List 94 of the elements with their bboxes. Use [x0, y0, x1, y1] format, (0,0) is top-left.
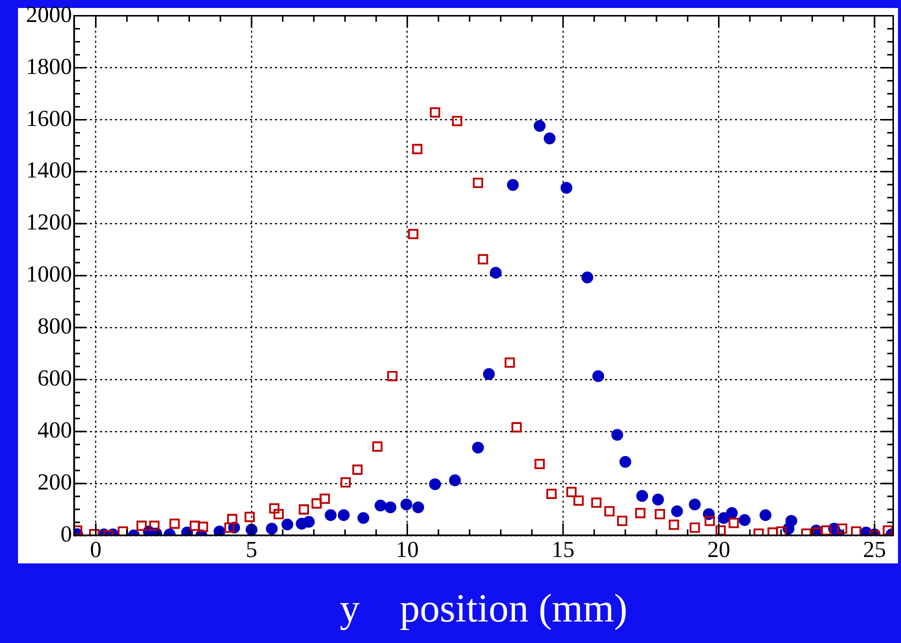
point	[452, 116, 462, 126]
point	[785, 514, 798, 527]
point	[244, 512, 255, 522]
point	[728, 518, 739, 528]
point	[635, 508, 646, 518]
point	[715, 525, 726, 536]
point	[654, 508, 666, 520]
y-tick-label: 1400	[26, 158, 72, 183]
point	[298, 504, 310, 515]
point	[511, 422, 522, 432]
point	[668, 520, 680, 530]
point	[400, 498, 412, 510]
point	[619, 456, 632, 468]
point	[324, 509, 337, 522]
point	[546, 488, 557, 499]
y-tick-label: 200	[38, 469, 72, 494]
x-tick-label: 15	[552, 537, 575, 562]
point	[274, 508, 284, 520]
point	[776, 526, 787, 536]
y-tick-label: 0	[60, 521, 72, 546]
point	[534, 458, 545, 470]
point	[412, 501, 424, 514]
point	[760, 509, 772, 522]
point	[430, 107, 440, 118]
point	[560, 182, 572, 194]
point	[449, 474, 461, 486]
point	[534, 120, 546, 132]
point	[227, 514, 238, 524]
point	[592, 370, 604, 382]
point	[281, 518, 294, 530]
point	[472, 178, 484, 188]
point	[320, 494, 330, 504]
point	[198, 522, 208, 532]
point	[472, 442, 484, 454]
point	[266, 522, 278, 535]
point	[384, 501, 396, 514]
point	[482, 368, 495, 380]
point	[357, 512, 370, 524]
point	[504, 357, 515, 368]
x-tick-label: 20	[707, 537, 730, 562]
point	[671, 505, 683, 518]
point	[636, 490, 648, 502]
point	[429, 478, 441, 490]
point	[340, 477, 351, 488]
y-tick-label: 2000	[26, 2, 72, 27]
point	[882, 525, 894, 536]
point	[652, 494, 664, 506]
x-tick-label: 10	[396, 537, 419, 562]
point	[372, 441, 383, 452]
point	[387, 371, 398, 382]
y-tick-label: 1600	[26, 106, 72, 131]
point	[611, 428, 624, 441]
point	[850, 526, 862, 536]
y-tick-label: 600	[38, 366, 72, 391]
point	[591, 498, 602, 508]
point	[836, 524, 848, 534]
point	[338, 509, 350, 522]
point	[718, 512, 730, 524]
point	[312, 498, 322, 509]
y-tick-label: 1200	[26, 210, 72, 235]
point	[190, 520, 200, 531]
y-tick-label: 400	[38, 418, 72, 443]
point	[544, 132, 556, 144]
point	[302, 516, 315, 528]
point	[604, 506, 615, 516]
point	[412, 144, 422, 154]
point	[688, 498, 701, 510]
y-tick-label: 1000	[26, 262, 72, 287]
x-tick-label: 0	[90, 537, 102, 562]
y-tick-label: 800	[38, 314, 72, 339]
x-tick-label: 5	[246, 537, 258, 562]
point	[573, 495, 584, 506]
point	[704, 516, 715, 526]
point	[169, 518, 180, 529]
x-axis-title: y position (mm)	[340, 586, 628, 630]
point	[224, 522, 235, 533]
point	[581, 272, 594, 284]
point	[506, 179, 519, 191]
point	[821, 525, 832, 536]
point	[352, 464, 363, 475]
point	[478, 254, 488, 264]
point	[566, 486, 577, 498]
point	[738, 514, 751, 526]
y-tick-label: 1800	[26, 54, 72, 79]
x-tick-label: 25	[863, 537, 886, 562]
point	[269, 503, 280, 514]
point	[690, 522, 700, 533]
point	[490, 266, 502, 279]
point	[617, 516, 628, 526]
point	[726, 507, 738, 519]
point	[408, 228, 418, 240]
point	[149, 520, 160, 531]
point	[136, 520, 147, 531]
point	[374, 500, 386, 512]
